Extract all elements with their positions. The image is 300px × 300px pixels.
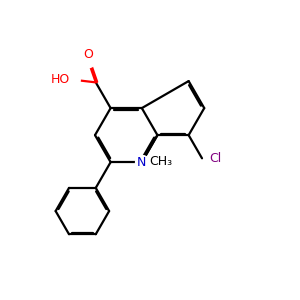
Text: Cl: Cl [209,152,221,165]
Text: CH₃: CH₃ [149,155,172,168]
Text: HO: HO [50,73,70,86]
Text: O: O [83,48,93,61]
Text: N: N [137,156,146,169]
